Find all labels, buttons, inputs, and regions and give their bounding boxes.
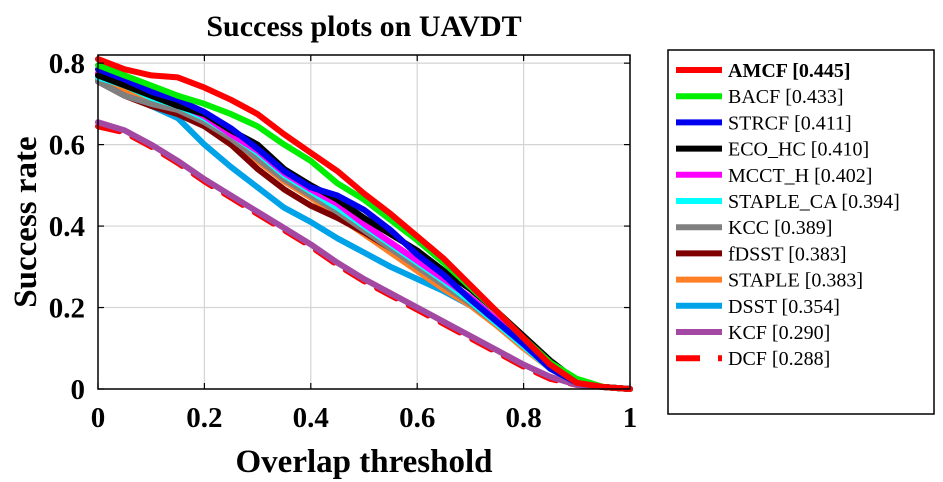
x-axis-label: Overlap threshold [236,444,493,480]
series-line [95,119,633,392]
legend-label: AMCF [0.445] [728,60,851,82]
y-tick-label: 0.2 [49,293,85,325]
x-tick-labels: 0 0.2 0.4 0.6 0.8 1 [91,402,638,434]
legend: AMCF [0.445] BACF [0.433] STRCF [0.411] ECO… [667,49,935,415]
chart-title: Success plots on UAVDT [206,10,521,43]
y-tick-label: 0.8 [49,48,85,80]
x-tick-label: 0.2 [186,402,222,434]
y-tick-label: 0.6 [49,130,85,162]
legend-label: STAPLE [0.383] [728,270,863,292]
series-line [95,56,633,392]
x-tick-label: 0.4 [293,402,329,434]
legend-label: BACF [0.433] [728,86,844,108]
y-tick-label: 0 [71,374,86,406]
x-tick-label: 0.6 [399,402,435,434]
x-tick-label: 0.8 [505,402,541,434]
legend-box [667,49,935,415]
series-line [95,123,633,392]
legend-label: MCCT_H [0.402] [728,165,872,187]
series-lines [95,56,633,392]
series-line [95,78,633,392]
plot-frame [97,54,631,390]
legend-label: DSST [0.354] [728,296,840,318]
y-tick-label: 0.4 [49,211,85,243]
legend-label: KCF [0.290] [728,322,830,344]
legend-label: KCC [0.389] [728,217,832,239]
axis-ticks [97,55,631,390]
legend-label: ECO_HC [0.410] [728,139,869,161]
legend-label: fDSST [0.383] [728,243,847,265]
legend-label: STRCF [0.411] [728,112,852,134]
legend-label: DCF [0.288] [728,348,830,370]
y-axis-label: Success rate [8,136,44,307]
legend-label: STAPLE_CA [0.394] [728,191,900,213]
x-tick-label: 1 [623,402,638,434]
y-tick-labels: 0 0.2 0.4 0.6 0.8 [49,48,85,406]
x-tick-label: 0 [91,402,106,434]
series-line [95,66,633,392]
